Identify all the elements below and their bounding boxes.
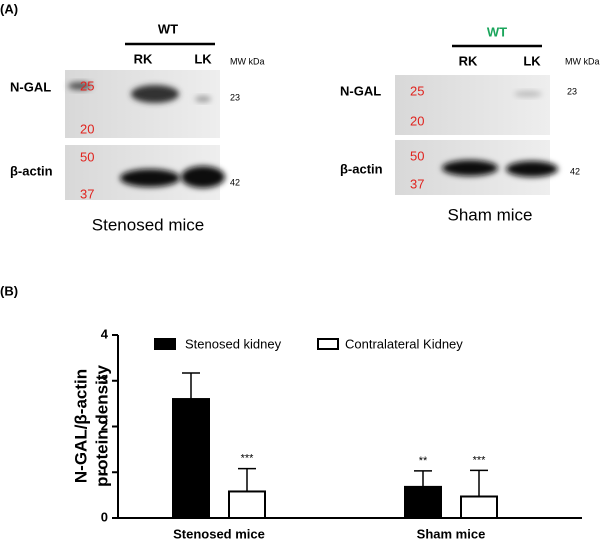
band (181, 166, 225, 188)
band (195, 96, 211, 102)
marker: 37 (410, 176, 424, 191)
legend-swatch (154, 338, 176, 350)
marker: 50 (80, 149, 94, 164)
band (514, 91, 542, 97)
significance-label: ** (419, 455, 428, 467)
legend-label: Contralateral Kidney (345, 336, 463, 351)
y-tick-label: 3 (101, 372, 108, 387)
y-axis-label: N-GAL/β-actin (71, 369, 90, 483)
blot-image (65, 70, 220, 138)
marker: 20 (410, 113, 424, 128)
group-label: WT (158, 21, 178, 36)
bar (460, 495, 498, 519)
row-label: β-actin (340, 161, 383, 176)
row-label: N-GAL (340, 83, 381, 98)
lane-label: LK (194, 51, 212, 66)
bar (172, 398, 210, 519)
mw-label: 23 (230, 92, 240, 102)
mw-label: 23 (567, 86, 577, 96)
x-tick-label: Stenosed mice (173, 526, 265, 541)
y-tick-label: 1 (101, 464, 108, 479)
marker: 25 (410, 83, 424, 98)
blot-image (395, 75, 550, 135)
y-tick-label: 4 (101, 326, 109, 341)
marker: 25 (80, 78, 94, 93)
band (120, 169, 180, 187)
legend-swatch (317, 338, 339, 350)
blot-stenosed: WT RK LK MW kDa N-GAL 25 20 23 β-actin 5… (10, 21, 265, 234)
mw-header: MW kDa (565, 56, 600, 66)
band (442, 160, 498, 176)
band (68, 82, 92, 90)
mw-label: 42 (230, 177, 240, 187)
x-tick-label: Sham mice (417, 526, 486, 541)
caption: Stenosed mice (92, 215, 204, 234)
lane-label: RK (459, 53, 478, 68)
legend-label: Stenosed kidney (185, 336, 282, 351)
marker: 50 (410, 148, 424, 163)
row-label: β-actin (10, 163, 53, 178)
significance-label: *** (241, 452, 255, 464)
bar (404, 485, 442, 520)
lane-label: RK (134, 51, 153, 66)
y-tick-label: 0 (101, 509, 108, 524)
band (506, 161, 558, 177)
blot-sham: WT RK LK MW kDa N-GAL 25 20 23 β-actin 5… (340, 24, 600, 224)
mw-header: MW kDa (230, 56, 265, 66)
panel-label: (B) (0, 283, 18, 298)
significance-label: *** (473, 454, 487, 466)
panel-label: (A) (0, 1, 18, 16)
band (131, 85, 179, 103)
caption: Sham mice (447, 205, 532, 224)
row-label: N-GAL (10, 79, 51, 94)
mw-label: 42 (570, 166, 580, 176)
marker: 20 (80, 121, 94, 136)
y-tick-label: 2 (101, 418, 108, 433)
group-label: WT (487, 24, 507, 39)
lane-label: LK (523, 53, 541, 68)
marker: 37 (80, 186, 94, 201)
y-axis-label: protein density (92, 365, 111, 487)
bar (228, 490, 266, 519)
